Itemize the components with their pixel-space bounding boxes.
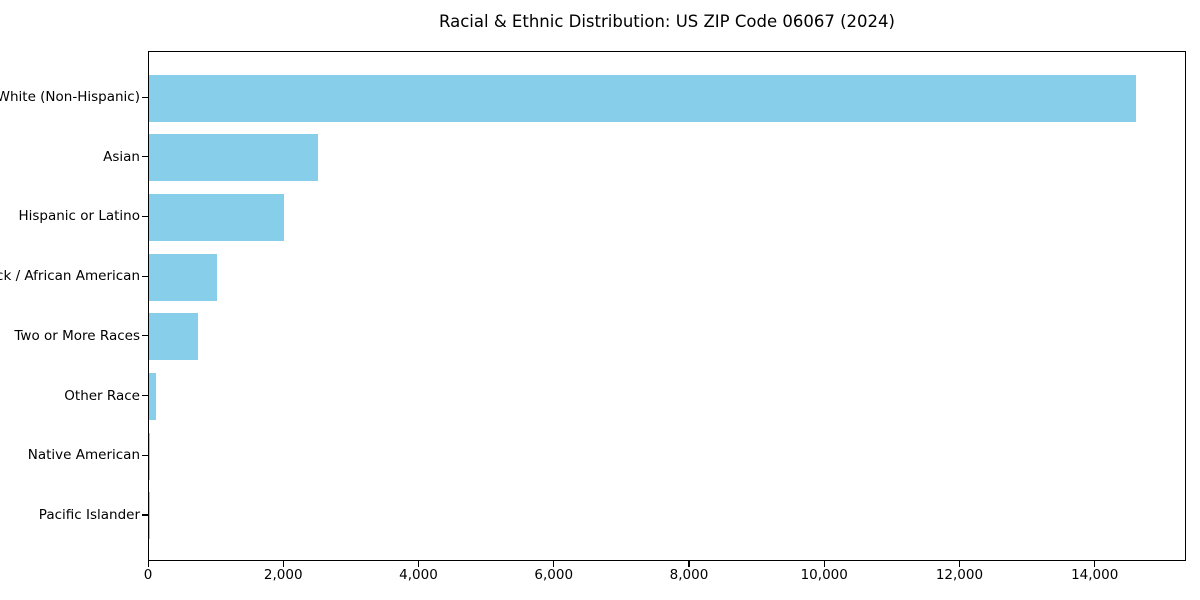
bar <box>149 373 157 420</box>
x-tick-label: 10,000 <box>800 567 848 583</box>
y-tick-label: White (Non-Hispanic) <box>0 89 140 105</box>
x-tick-mark <box>688 561 690 567</box>
y-tick-label: Asian <box>103 148 140 165</box>
x-tick-mark <box>823 561 825 567</box>
x-tick-label: 12,000 <box>935 567 984 583</box>
y-tick-label: Pacific Islander <box>38 506 140 523</box>
plot-area <box>148 51 1186 561</box>
bar <box>149 193 285 241</box>
x-tick-mark <box>958 561 961 567</box>
x-tick-label: 8,000 <box>669 567 709 583</box>
x-tick-label: 4,000 <box>399 567 438 583</box>
x-tick-mark <box>553 561 555 567</box>
x-tick-label: 6,000 <box>534 567 574 583</box>
x-tick-label: 2,000 <box>263 567 303 583</box>
y-tick-label: Other Race <box>64 387 140 404</box>
x-tick-mark <box>417 561 420 567</box>
bar <box>149 134 319 182</box>
x-tick-mark <box>282 561 284 567</box>
bar <box>149 74 1137 122</box>
chart-title: Racial & Ethnic Distribution: US ZIP Cod… <box>439 12 895 31</box>
y-tick-label: Native American <box>27 447 140 464</box>
bars-layer <box>149 52 1185 560</box>
x-tick-label: 14,000 <box>1071 567 1119 583</box>
y-tick-label: Two or More Races <box>14 327 140 344</box>
x-tick-label: 0 <box>143 567 153 583</box>
y-tick-label: Hispanic or Latino <box>18 208 140 225</box>
bar <box>149 253 217 301</box>
x-tick-mark <box>147 561 149 567</box>
x-tick-mark <box>1094 561 1096 567</box>
bar <box>149 432 150 480</box>
bar <box>149 313 198 361</box>
y-tick-label: Black / African American <box>0 268 140 285</box>
